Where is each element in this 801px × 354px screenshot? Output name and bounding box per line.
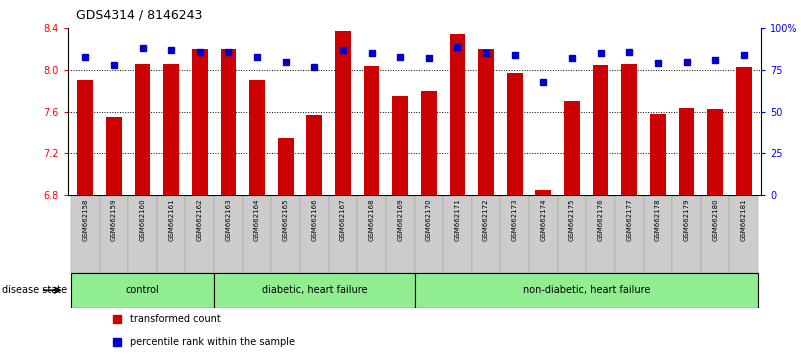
Text: GSM662181: GSM662181 [741, 199, 747, 241]
Text: GSM662174: GSM662174 [541, 199, 546, 241]
Text: GSM662168: GSM662168 [368, 199, 375, 241]
Bar [214, 195, 243, 273]
Bar [192, 49, 207, 195]
Bar [736, 67, 751, 195]
Bar [128, 195, 157, 273]
Bar [678, 108, 694, 195]
Bar [472, 195, 501, 273]
Text: GSM662166: GSM662166 [312, 199, 317, 241]
Text: GSM662171: GSM662171 [454, 199, 461, 241]
Text: GSM662172: GSM662172 [483, 199, 489, 241]
Bar [650, 114, 666, 195]
Bar [357, 195, 386, 273]
Bar [415, 273, 758, 308]
Bar [501, 195, 529, 273]
Text: GSM662165: GSM662165 [283, 199, 288, 241]
Text: GSM662159: GSM662159 [111, 199, 117, 241]
Text: GSM662176: GSM662176 [598, 199, 604, 241]
Bar [707, 109, 723, 195]
Bar [272, 195, 300, 273]
Bar [135, 64, 151, 195]
Bar [386, 195, 414, 273]
Bar [278, 137, 293, 195]
Bar [643, 195, 672, 273]
Bar [586, 195, 615, 273]
Bar [335, 32, 351, 195]
Text: percentile rank within the sample: percentile rank within the sample [131, 337, 296, 347]
Bar [421, 91, 437, 195]
Bar [701, 195, 730, 273]
Bar [214, 273, 415, 308]
Text: GSM662158: GSM662158 [83, 199, 88, 241]
Bar [71, 195, 99, 273]
Bar [478, 49, 494, 195]
Bar [593, 65, 609, 195]
Text: GSM662161: GSM662161 [168, 199, 174, 241]
Bar [622, 64, 637, 195]
Bar [163, 64, 179, 195]
Bar [536, 189, 551, 195]
Bar [220, 49, 236, 195]
Text: GSM662163: GSM662163 [225, 199, 231, 241]
Text: GSM662164: GSM662164 [254, 199, 260, 241]
Bar [249, 80, 265, 195]
Bar [564, 101, 580, 195]
Bar [392, 96, 408, 195]
Bar [529, 195, 557, 273]
Bar [71, 273, 214, 308]
Bar [186, 195, 214, 273]
Text: control: control [126, 285, 159, 295]
Text: disease state: disease state [2, 285, 66, 295]
Bar [415, 195, 443, 273]
Text: GSM662160: GSM662160 [139, 199, 146, 241]
Text: GSM662170: GSM662170 [426, 199, 432, 241]
Text: non-diabetic, heart failure: non-diabetic, heart failure [522, 285, 650, 295]
Text: GSM662162: GSM662162 [197, 199, 203, 241]
Text: GSM662177: GSM662177 [626, 199, 632, 241]
Bar [307, 115, 322, 195]
Bar [243, 195, 272, 273]
Text: GDS4314 / 8146243: GDS4314 / 8146243 [76, 8, 203, 21]
Text: GSM662167: GSM662167 [340, 199, 346, 241]
Bar [364, 66, 380, 195]
Text: GSM662180: GSM662180 [712, 199, 718, 241]
Bar [449, 34, 465, 195]
Text: GSM662169: GSM662169 [397, 199, 403, 241]
Bar [157, 195, 186, 273]
Bar [106, 117, 122, 195]
Bar [507, 73, 522, 195]
Bar [730, 195, 758, 273]
Bar [615, 195, 643, 273]
Text: GSM662175: GSM662175 [569, 199, 575, 241]
Text: transformed count: transformed count [131, 314, 221, 324]
Text: diabetic, heart failure: diabetic, heart failure [262, 285, 367, 295]
Bar [557, 195, 586, 273]
Bar [300, 195, 328, 273]
Bar [78, 80, 93, 195]
Bar [672, 195, 701, 273]
Text: GSM662178: GSM662178 [655, 199, 661, 241]
Bar [328, 195, 357, 273]
Bar [99, 195, 128, 273]
Text: GSM662173: GSM662173 [512, 199, 517, 241]
Text: GSM662179: GSM662179 [683, 199, 690, 241]
Bar [443, 195, 472, 273]
